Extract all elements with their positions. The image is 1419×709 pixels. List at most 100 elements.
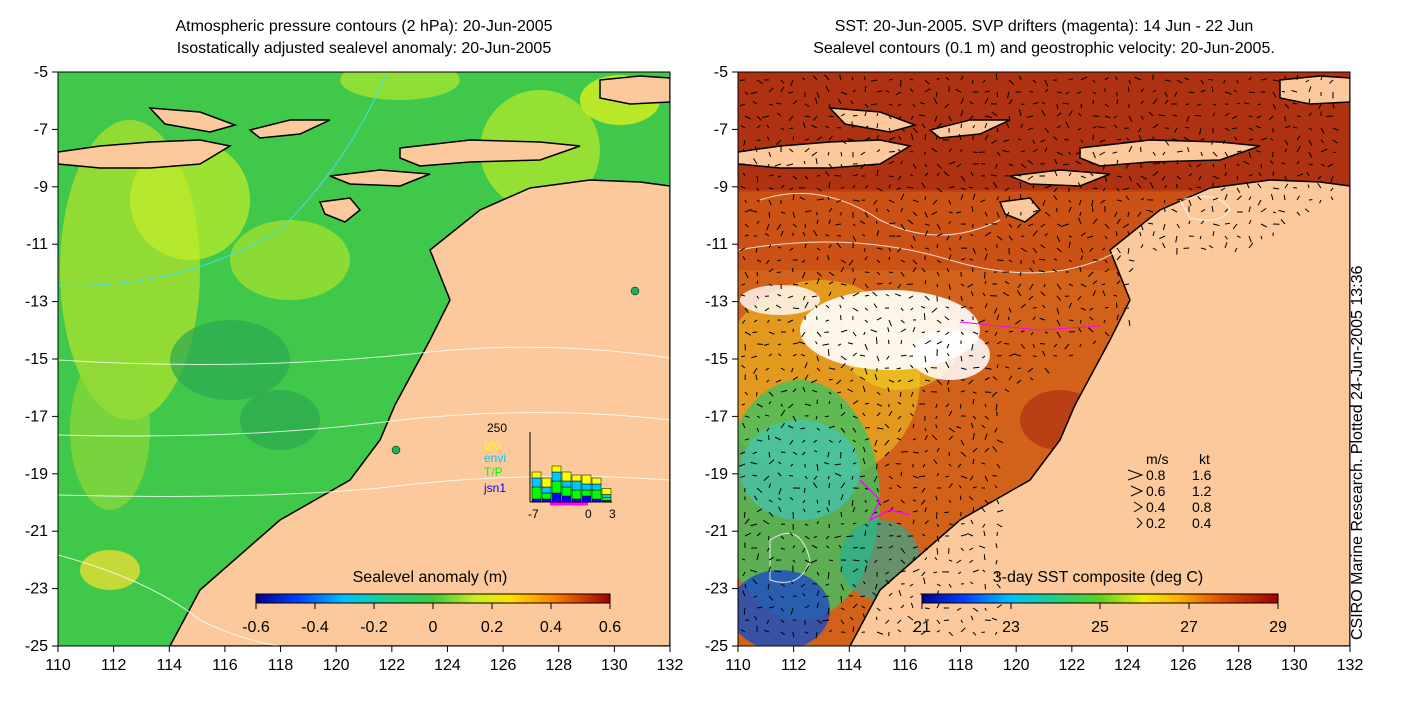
inset-bar [601,497,612,501]
y-tick-label: -13 [25,294,48,311]
velocity-legend-ms: 0.6 [1146,483,1166,499]
inset-legend-gfo: gfo [484,438,501,452]
left-title-line2: Isostatically adjusted sealevel anomaly:… [176,40,552,57]
y-tick-label: -7 [34,121,48,138]
x-tick-label: 132 [657,657,684,674]
credit-text: CSIRO Marine Research. Plotted 24-Jun-20… [1349,265,1366,640]
inset-bar [531,498,542,503]
left-colorbar-tick: 0.4 [540,619,562,636]
inset-bar [571,474,582,482]
inset-xtick: 3 [609,507,616,521]
right-title-line1: SST: 20-Jun-2005. SVP drifters (magenta)… [834,18,1254,35]
y-tick-label: -25 [705,638,728,655]
x-tick-label: 114 [837,657,863,674]
velocity-legend-header-kt: kt [1199,451,1210,467]
x-tick-label: 114 [157,657,183,674]
pressure-contours [58,346,670,646]
y-tick-label: -11 [706,236,728,253]
x-tick-label: 112 [101,657,127,674]
inset-bar [571,480,582,491]
y-tick-label: -17 [25,408,48,425]
inset-bar [561,495,572,503]
right-colorbar-tick: 23 [1002,619,1020,636]
inset-bars [531,465,612,503]
right-colorbar: 3-day SST composite (deg C) 21 23 25 27 29 [913,569,1287,636]
geostrophic-velocity-arrows [738,73,1339,639]
x-tick-label: 122 [378,657,405,674]
y-tick-label: -7 [714,121,728,138]
inset-legend-envi: envi [484,451,506,465]
x-tick-label: 124 [1114,657,1141,674]
inset-bar [601,494,612,498]
inset-bar [571,498,582,503]
right-axes: -5 -7 -9 -11 -13 -15 -17 -19 -21 -23 -25 110 112 114 1… [705,64,1364,674]
y-tick-label: -5 [714,64,728,81]
inset-bar [571,489,582,500]
y-tick-label: -25 [25,638,48,655]
inset-bar [531,471,542,479]
x-tick-label: 132 [1337,657,1364,674]
velocity-legend-ms: 0.4 [1146,499,1166,515]
velocity-legend-kt: 0.4 [1192,515,1212,531]
velocity-legend-arrow [1133,501,1143,513]
x-tick-label: 126 [1170,657,1197,674]
left-colorbar-tick: -0.4 [301,619,329,636]
y-tick-label: -23 [705,581,728,598]
velocity-legend-header-ms: m/s [1146,451,1169,467]
right-title-line2: Sealevel contours (0.1 m) and geostrophi… [813,40,1275,57]
y-tick-label: -17 [705,408,728,425]
x-tick-label: 128 [545,657,572,674]
inset-bar [561,480,572,488]
x-tick-label: 126 [490,657,517,674]
x-tick-label: 112 [781,657,807,674]
y-tick-label: -21 [25,523,48,540]
velocity-legend-ms: 0.8 [1146,467,1166,483]
inset-bar [551,480,562,494]
inset-legend-jsn1: jsn1 [483,481,506,495]
inset-ymax-label: 250 [487,421,507,435]
velocity-legend-kt: 0.8 [1192,499,1212,515]
y-tick-label: -5 [34,64,48,81]
left-colorbar-tick: 0.2 [481,619,503,636]
left-colorbar-tick: -0.6 [242,619,270,636]
y-tick-label: -15 [25,351,48,368]
velocity-legend-ms: 0.2 [1146,515,1166,531]
left-colorbar: Sealevel anomaly (m) -0.6 -0.4 -0.2 0 0.2 0.4… [242,569,621,636]
x-tick-label: 122 [1058,657,1085,674]
velocity-legend: m/s kt 0.8 1.60.6 1.20.4 0.80.2 0.4 [1127,451,1212,531]
y-tick-label: -19 [25,466,48,483]
velocity-legend-kt: 1.2 [1192,483,1212,499]
inset-bar [591,483,602,491]
right-colorbar-tick: 21 [913,619,931,636]
x-tick-label: 116 [212,657,238,674]
y-tick-label: -13 [705,294,728,311]
x-tick-label: 120 [1003,657,1030,674]
left-axes: -5 -7 -9 -11 -13 -15 -17 -19 -21 -23 -25 110 112 114 1… [25,64,684,674]
right-colorbar-label: 3-day SST composite (deg C) [993,569,1203,586]
inset-bar [551,471,562,482]
inset-bar [531,477,542,488]
right-colorbar-tick: 27 [1180,619,1198,636]
left-colorbar-label: Sealevel anomaly (m) [353,569,508,586]
velocity-legend-arrow [1127,469,1144,481]
velocity-legend-arrow [1136,517,1143,529]
inset-bar [591,477,602,485]
x-tick-label: 128 [1225,657,1252,674]
inset-bar [561,486,572,497]
x-tick-label: 118 [268,657,294,674]
tide-gauge-marker [391,445,401,455]
inset-legend-tp: T/P [484,465,503,479]
x-tick-label: 116 [892,657,918,674]
inset-bar [541,492,552,500]
left-map [58,72,670,646]
y-tick-label: -19 [705,466,728,483]
sealevel-anomaly-field [60,72,660,590]
inset-bar [591,489,602,500]
x-tick-label: 124 [434,657,461,674]
x-tick-label: 130 [1281,657,1308,674]
y-tick-label: -15 [705,351,728,368]
velocity-legend-kt: 1.6 [1192,467,1212,483]
inset-bar [541,477,552,488]
velocity-legend-arrow [1130,485,1144,497]
